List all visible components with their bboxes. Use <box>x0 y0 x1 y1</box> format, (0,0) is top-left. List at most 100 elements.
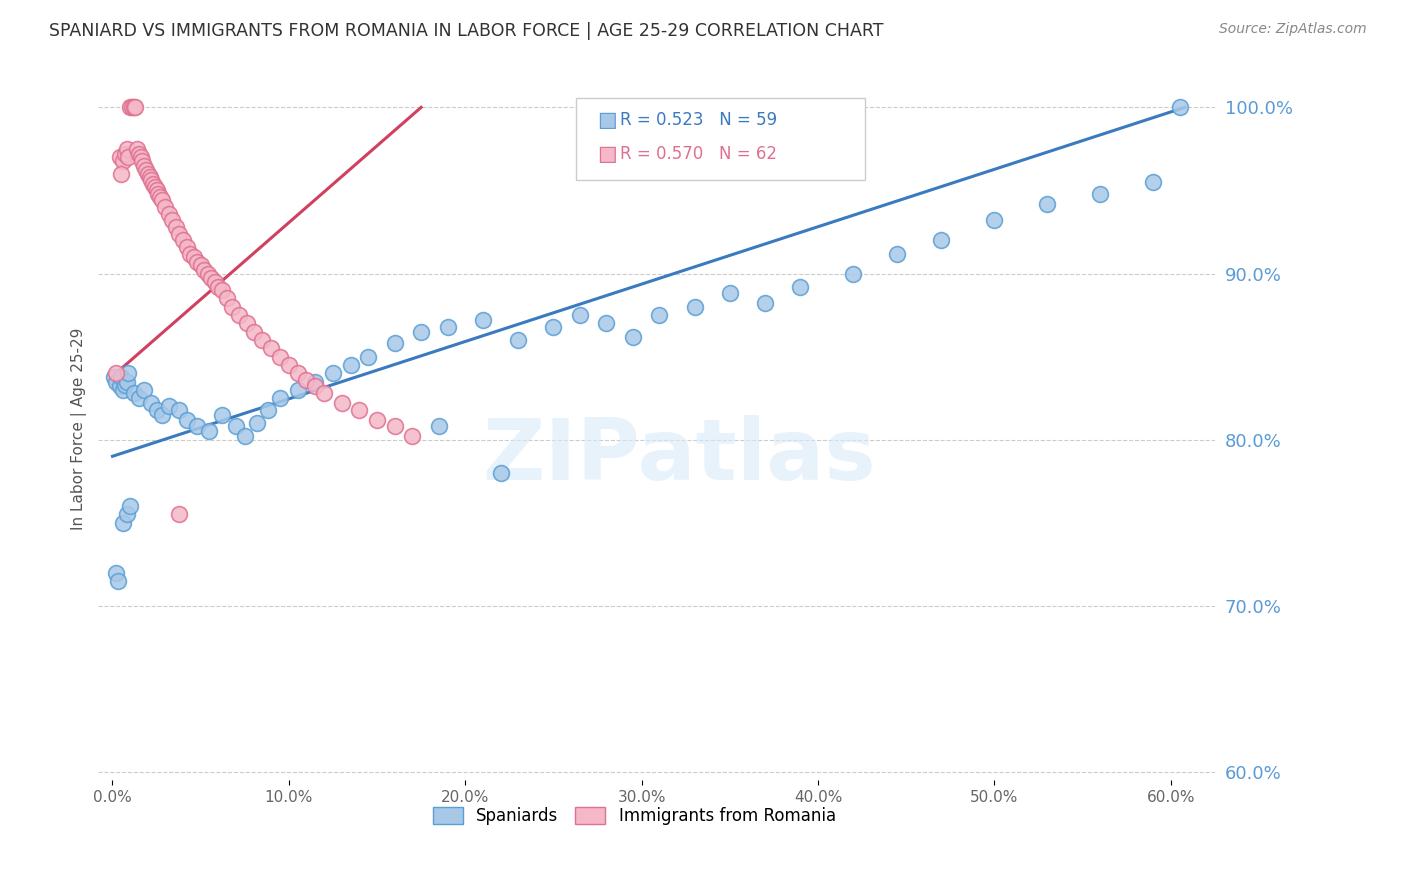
Point <box>269 350 291 364</box>
Point <box>217 292 239 306</box>
Point <box>198 425 221 439</box>
Point <box>169 508 191 522</box>
Point <box>568 308 591 322</box>
Point <box>138 170 160 185</box>
Point <box>221 300 243 314</box>
Point <box>128 391 150 405</box>
Point <box>304 375 326 389</box>
Point <box>287 366 309 380</box>
Text: Source: ZipAtlas.com: Source: ZipAtlas.com <box>1219 22 1367 37</box>
Point <box>384 419 406 434</box>
Point <box>141 396 163 410</box>
Point <box>287 383 309 397</box>
Y-axis label: In Labor Force | Age 25-29: In Labor Force | Age 25-29 <box>72 327 87 530</box>
Point <box>1168 100 1191 114</box>
Point <box>169 402 191 417</box>
Point <box>242 325 264 339</box>
Point <box>246 416 269 430</box>
Point <box>115 142 138 156</box>
Point <box>330 396 353 410</box>
Point <box>120 100 142 114</box>
Point <box>322 366 344 380</box>
Point <box>176 413 198 427</box>
Point <box>190 258 212 272</box>
Point <box>115 508 138 522</box>
Point <box>165 219 187 234</box>
Point <box>233 429 256 443</box>
Point <box>357 350 380 364</box>
Point <box>131 153 153 168</box>
Point <box>314 386 336 401</box>
Point <box>401 429 423 443</box>
Point <box>1090 186 1112 201</box>
Point <box>104 375 127 389</box>
Point <box>104 566 127 580</box>
Point <box>136 167 159 181</box>
Point <box>110 369 132 384</box>
Point <box>1142 175 1164 189</box>
Point <box>304 379 326 393</box>
Point <box>349 402 371 417</box>
Point <box>621 329 644 343</box>
Point <box>595 317 617 331</box>
Point <box>489 466 512 480</box>
Legend: Spaniards, Immigrants from Romania: Spaniards, Immigrants from Romania <box>433 806 835 825</box>
Point <box>115 375 138 389</box>
Point <box>269 391 291 405</box>
Point <box>112 153 135 168</box>
Point <box>211 408 233 422</box>
Text: R = 0.523   N = 59: R = 0.523 N = 59 <box>620 112 778 129</box>
Point <box>508 333 530 347</box>
Point <box>931 233 953 247</box>
Point <box>108 150 131 164</box>
Point <box>411 325 433 339</box>
Point <box>339 358 361 372</box>
Point <box>145 402 167 417</box>
Point <box>200 271 222 285</box>
Text: R = 0.570   N = 62: R = 0.570 N = 62 <box>620 145 778 163</box>
Point <box>176 240 198 254</box>
Point <box>648 308 671 322</box>
Point <box>225 419 247 434</box>
Point <box>277 358 299 372</box>
Point <box>204 275 226 289</box>
Point <box>211 283 233 297</box>
Point <box>162 213 184 227</box>
Point <box>169 227 191 241</box>
Point <box>128 147 150 161</box>
Point <box>122 100 145 114</box>
Point <box>718 286 741 301</box>
Point <box>120 499 142 513</box>
Point <box>384 336 406 351</box>
Point <box>543 319 565 334</box>
Point <box>436 319 458 334</box>
Point <box>114 377 136 392</box>
Point <box>117 150 139 164</box>
Text: ZIPatlas: ZIPatlas <box>482 416 876 499</box>
Point <box>122 386 145 401</box>
Point <box>186 255 208 269</box>
Point <box>157 207 180 221</box>
Point <box>366 413 388 427</box>
Text: □: □ <box>598 145 617 164</box>
Point <box>197 267 219 281</box>
Point <box>103 369 125 384</box>
Point <box>114 147 136 161</box>
Text: ■: ■ <box>598 145 617 164</box>
Point <box>129 150 152 164</box>
Point <box>886 246 908 260</box>
Text: SPANIARD VS IMMIGRANTS FROM ROMANIA IN LABOR FORCE | AGE 25-29 CORRELATION CHART: SPANIARD VS IMMIGRANTS FROM ROMANIA IN L… <box>49 22 884 40</box>
Point <box>134 159 156 173</box>
Point <box>124 100 146 114</box>
Point <box>1036 196 1059 211</box>
Point <box>155 200 177 214</box>
Point <box>149 190 172 204</box>
Point <box>148 186 170 201</box>
Point <box>228 308 250 322</box>
Point <box>172 233 194 247</box>
Point <box>127 142 149 156</box>
Point <box>121 100 143 114</box>
Point <box>983 213 1005 227</box>
Point <box>112 516 135 530</box>
Point <box>235 317 257 331</box>
